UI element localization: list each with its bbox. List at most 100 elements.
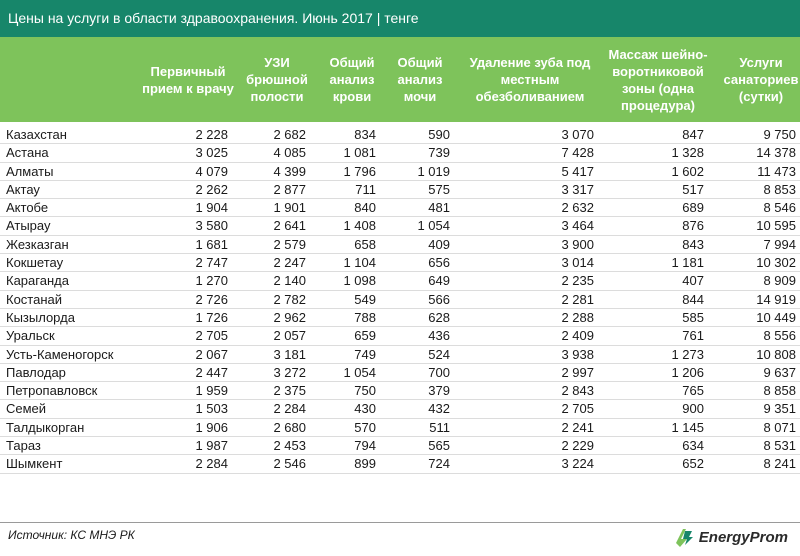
- value-cell: 11 473: [757, 163, 796, 179]
- value-cell: 570: [354, 419, 376, 435]
- value-cell: 4 399: [273, 163, 306, 179]
- row-divider: [0, 345, 800, 364]
- value-cell: 1 054: [417, 218, 450, 234]
- value-cell: 1 796: [343, 163, 376, 179]
- value-cell: 2 546: [273, 456, 306, 472]
- value-cell: 2 067: [195, 346, 228, 362]
- region-cell: Казахстан: [6, 127, 67, 142]
- region-cell: Семей: [6, 401, 47, 417]
- value-cell: 1 602: [671, 163, 704, 179]
- value-cell: 700: [428, 364, 450, 380]
- table-row: Петропавловск 1 959 2 375 750 379 2 843 765 8 8…: [0, 382, 800, 401]
- value-cell: 8 909: [763, 273, 796, 289]
- row-divider: [0, 144, 800, 163]
- value-cell: 409: [428, 236, 450, 252]
- row-divider: [0, 254, 800, 273]
- value-cell: 575: [428, 181, 450, 197]
- table-body: Казахстан 2 228 2 682 834 590 3 070 847 9 750 Ас…: [0, 126, 800, 474]
- table-row: Уральск 2 705 2 057 659 436 2 409 761 8 556: [0, 327, 800, 346]
- value-cell: 1 019: [417, 163, 450, 179]
- logo-icon: [675, 529, 693, 547]
- column-header: Удаление зуба под местным обезболиванием: [469, 55, 591, 104]
- value-cell: 9 351: [763, 401, 796, 417]
- value-cell: 847: [682, 127, 704, 142]
- value-cell: 14 919: [756, 291, 796, 307]
- region-cell: Павлодар: [6, 364, 66, 380]
- value-cell: 2 057: [273, 328, 306, 344]
- value-cell: 1 054: [343, 364, 376, 380]
- value-cell: 1 104: [343, 255, 376, 271]
- table-row: Усть-Каменогорск 2 067 3 181 749 524 3 938 1 2…: [0, 345, 800, 364]
- row-divider: [0, 418, 800, 438]
- value-cell: 2 726: [195, 291, 228, 307]
- value-cell: 765: [682, 383, 704, 399]
- region-cell: Уральск: [6, 328, 55, 344]
- value-cell: 750: [354, 383, 376, 399]
- value-cell: 2 235: [561, 273, 594, 289]
- table-row: Шымкент 2 284 2 546 899 724 3 224 652 8 241: [0, 455, 800, 474]
- value-cell: 2 680: [273, 419, 306, 435]
- value-cell: 3 025: [195, 145, 228, 161]
- value-cell: 2 632: [561, 200, 594, 216]
- table-row: Семей 1 503 2 284 430 432 2 705 900 9 351: [0, 400, 800, 419]
- region-cell: Астана: [6, 145, 49, 161]
- value-cell: 8 241: [763, 456, 796, 472]
- value-cell: 2 228: [195, 127, 228, 142]
- value-cell: 1 681: [195, 236, 228, 252]
- value-cell: 3 900: [561, 236, 594, 252]
- row-divider: [0, 272, 800, 291]
- column-header: Первичный прием к врачу: [142, 63, 234, 96]
- value-cell: 8 556: [763, 328, 796, 344]
- table-row: Жезказган 1 681 2 579 658 409 3 900 843 7 994: [0, 235, 800, 255]
- value-cell: 10 808: [756, 346, 796, 362]
- row-divider: [0, 235, 800, 255]
- value-cell: 1 206: [671, 364, 704, 380]
- row-divider: [0, 217, 800, 236]
- value-cell: 3 317: [561, 181, 594, 197]
- value-cell: 788: [354, 309, 376, 325]
- value-cell: 649: [428, 273, 450, 289]
- value-cell: 590: [428, 127, 450, 142]
- column-header: Услуги санаториев (сутки): [723, 55, 799, 104]
- row-divider: [0, 437, 800, 456]
- value-cell: 9 750: [763, 127, 796, 142]
- value-cell: 2 262: [195, 181, 228, 197]
- value-cell: 1 145: [671, 419, 704, 435]
- value-cell: 1 270: [195, 273, 228, 289]
- value-cell: 3 272: [273, 364, 306, 380]
- value-cell: 652: [682, 456, 704, 472]
- value-cell: 900: [682, 401, 704, 417]
- value-cell: 430: [354, 401, 376, 417]
- region-cell: Талдыкорган: [6, 419, 85, 435]
- value-cell: 2 241: [561, 419, 594, 435]
- row-divider: [0, 126, 800, 145]
- table-row: Актобе 1 904 1 901 840 481 2 632 689 8 546: [0, 199, 800, 218]
- value-cell: 481: [428, 200, 450, 216]
- table-row: Караганда 1 270 2 140 1 098 649 2 235 407 8 909: [0, 272, 800, 291]
- value-cell: 3 224: [561, 456, 594, 472]
- value-cell: 2 705: [561, 401, 594, 417]
- region-cell: Усть-Каменогорск: [6, 346, 114, 362]
- value-cell: 5 417: [561, 163, 594, 179]
- row-divider: [0, 455, 800, 474]
- value-cell: 2 782: [273, 291, 306, 307]
- value-cell: 2 962: [273, 309, 306, 325]
- value-cell: 2 997: [561, 364, 594, 380]
- value-cell: 4 079: [195, 163, 228, 179]
- column-header: УЗИ брюшной полости: [246, 55, 308, 104]
- value-cell: 2 284: [195, 456, 228, 472]
- value-cell: 834: [354, 127, 376, 142]
- table-row: Костанай 2 726 2 782 549 566 2 281 844 14 919: [0, 291, 800, 309]
- value-cell: 2 140: [273, 273, 306, 289]
- value-cell: 2 747: [195, 255, 228, 271]
- value-cell: 3 580: [195, 218, 228, 234]
- value-cell: 658: [354, 236, 376, 252]
- logo-text: EnergyProm: [698, 528, 788, 546]
- table-row: Тараз 1 987 2 453 794 565 2 229 634 8 531: [0, 437, 800, 456]
- region-cell: Актау: [6, 181, 40, 197]
- value-cell: 794: [354, 438, 376, 454]
- table-row: Актау 2 262 2 877 711 575 3 317 517 8 853: [0, 181, 800, 200]
- value-cell: 628: [428, 309, 450, 325]
- value-cell: 549: [354, 291, 376, 307]
- value-cell: 634: [682, 438, 704, 454]
